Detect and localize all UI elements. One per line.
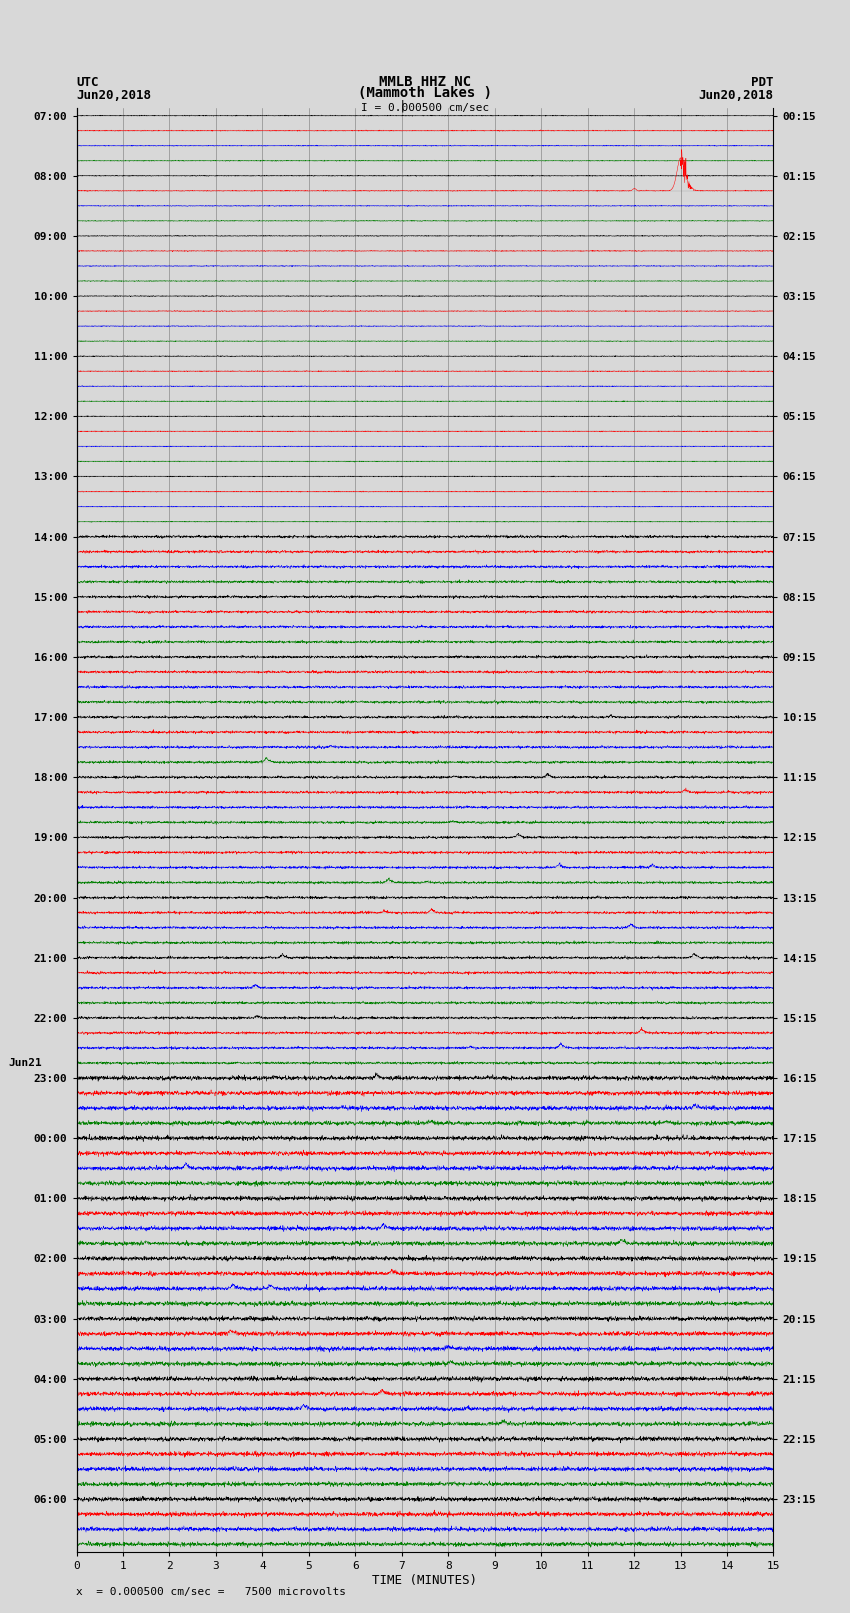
Text: Jun20,2018: Jun20,2018 (76, 89, 151, 102)
Text: I = 0.000500 cm/sec: I = 0.000500 cm/sec (361, 103, 489, 113)
Text: MMLB HHZ NC: MMLB HHZ NC (379, 74, 471, 89)
Text: Jun20,2018: Jun20,2018 (699, 89, 774, 102)
Text: UTC: UTC (76, 76, 99, 89)
Text: (Mammoth Lakes ): (Mammoth Lakes ) (358, 85, 492, 100)
Text: x  = 0.000500 cm/sec =   7500 microvolts: x = 0.000500 cm/sec = 7500 microvolts (76, 1587, 347, 1597)
Text: PDT: PDT (751, 76, 774, 89)
Text: |: | (400, 100, 406, 113)
X-axis label: TIME (MINUTES): TIME (MINUTES) (372, 1574, 478, 1587)
Text: Jun21: Jun21 (8, 1058, 42, 1068)
